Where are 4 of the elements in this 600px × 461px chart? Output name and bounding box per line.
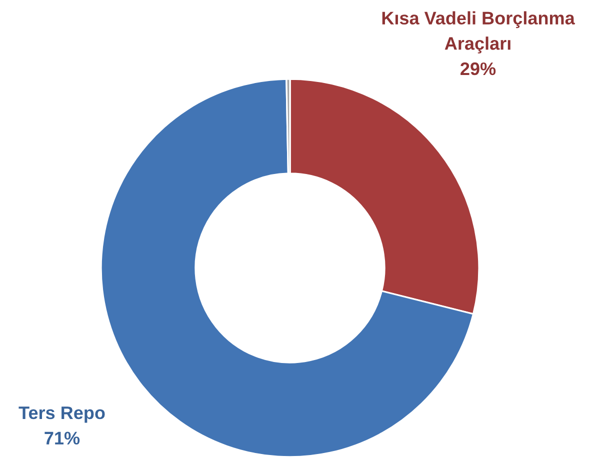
data-label: 29% — [460, 62, 496, 76]
slice-label: Kısa Vadeli Borçlanma Araçları — [382, 11, 575, 54]
data-label: 71% — [44, 432, 80, 444]
slice-label: Ters Repo — [18, 406, 105, 423]
